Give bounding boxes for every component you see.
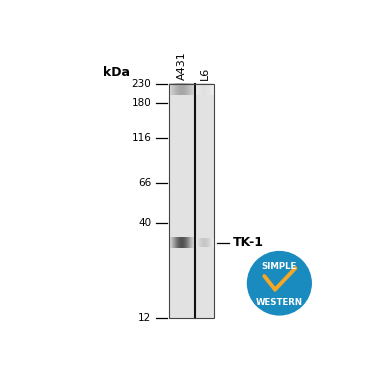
Text: kDa: kDa xyxy=(103,66,130,79)
Text: 66: 66 xyxy=(138,178,152,188)
Text: 180: 180 xyxy=(132,98,152,108)
Text: L6: L6 xyxy=(200,67,210,80)
Text: 12: 12 xyxy=(138,313,152,323)
Text: 230: 230 xyxy=(132,79,152,89)
Bar xyxy=(195,84,214,318)
Text: ™: ™ xyxy=(307,298,312,303)
Text: 116: 116 xyxy=(132,133,152,143)
Text: WESTERN: WESTERN xyxy=(256,298,303,307)
Text: 40: 40 xyxy=(138,217,152,228)
Bar xyxy=(169,84,214,318)
Circle shape xyxy=(246,250,313,316)
Bar xyxy=(169,84,195,318)
Text: SIMPLE: SIMPLE xyxy=(262,262,297,271)
Text: TK-1: TK-1 xyxy=(233,236,264,249)
Text: A431: A431 xyxy=(177,51,187,80)
